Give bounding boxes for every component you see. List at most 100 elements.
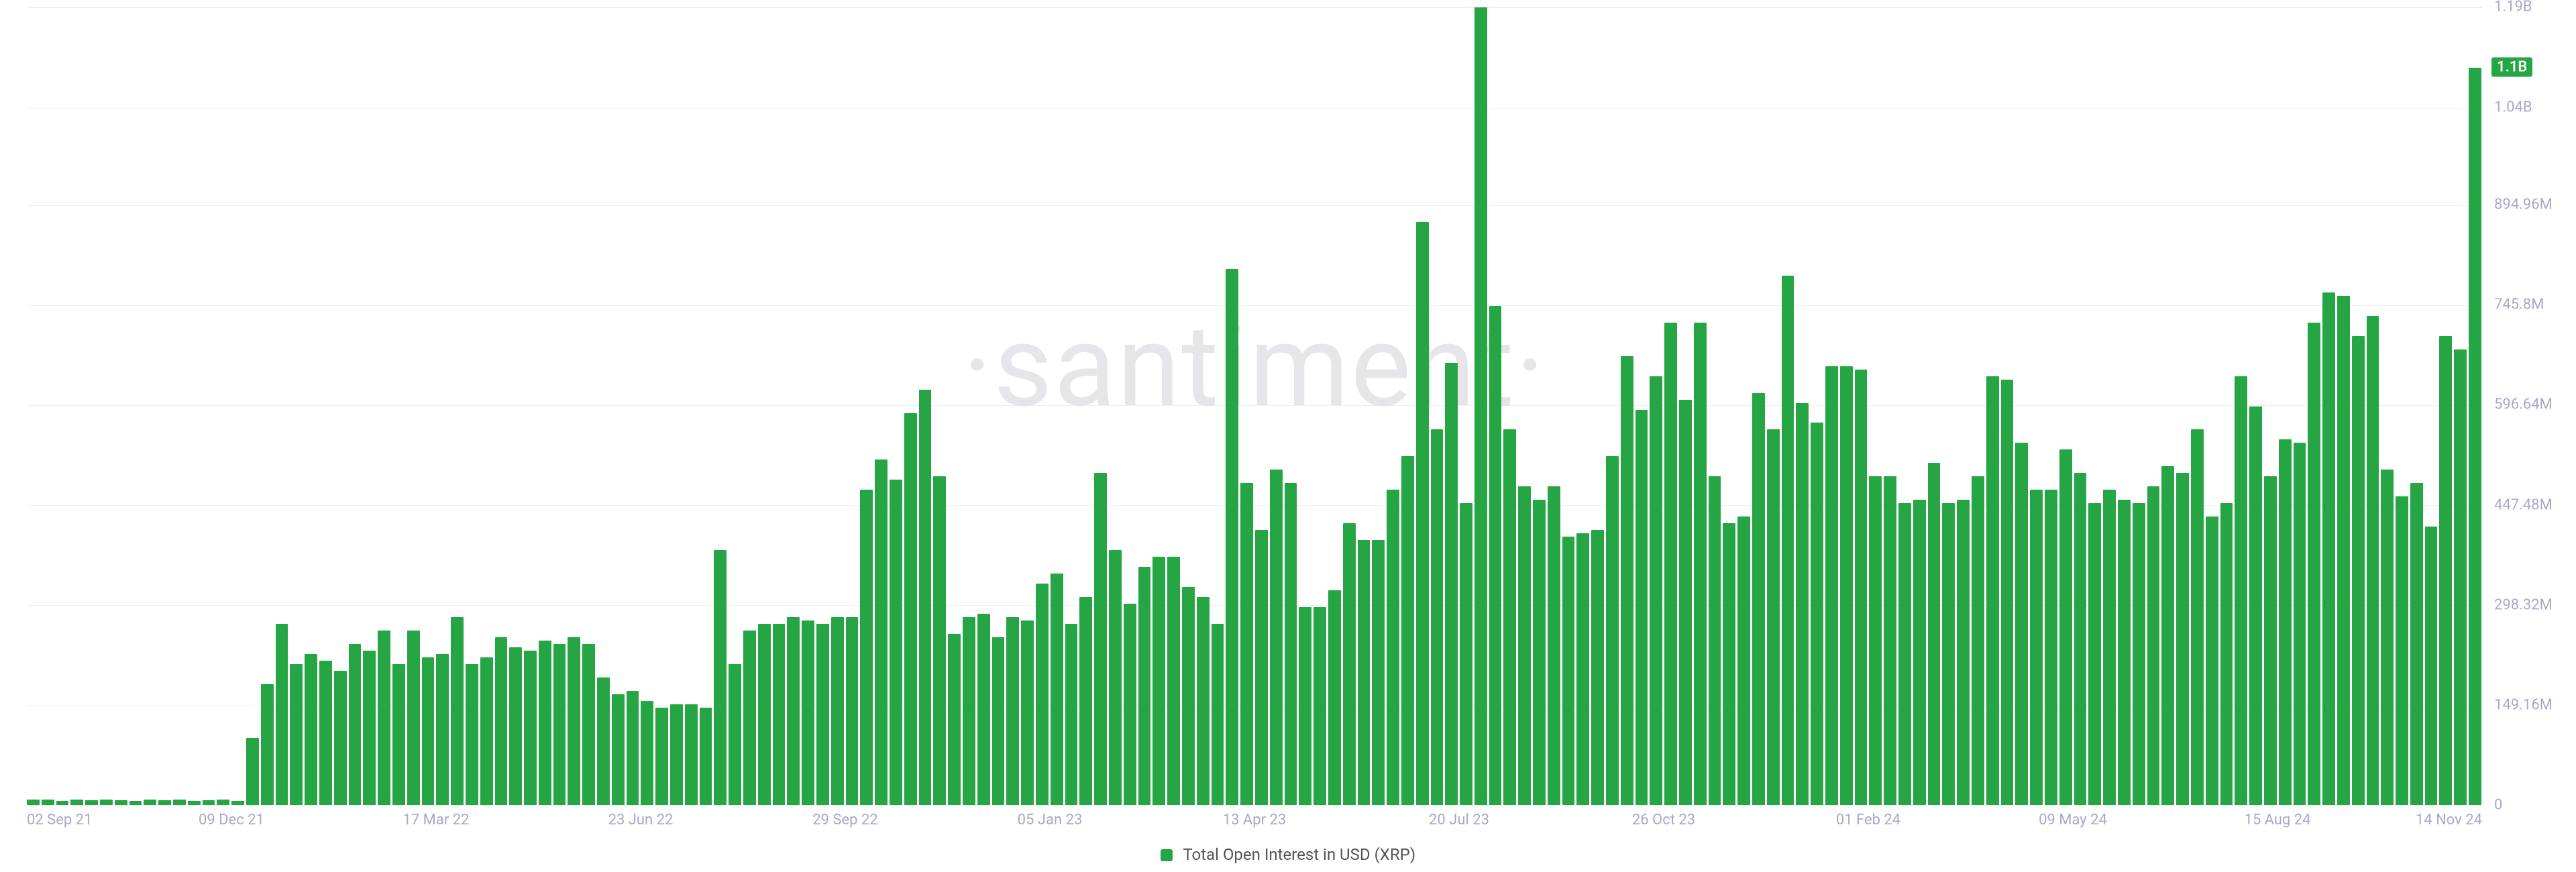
bar <box>1650 376 1662 805</box>
bar <box>1840 366 1853 805</box>
bar <box>1109 550 1122 805</box>
bar <box>685 704 698 805</box>
y-tick-label: 745.8M <box>2494 296 2544 313</box>
bar <box>231 801 244 805</box>
bar <box>2337 296 2350 805</box>
bar <box>1986 376 1999 805</box>
bar <box>319 661 332 805</box>
bar <box>144 800 156 805</box>
bar <box>407 631 420 805</box>
bar <box>1416 222 1429 805</box>
y-tick-label: 447.48M <box>2494 496 2553 513</box>
bar <box>1460 503 1472 805</box>
bar <box>1021 620 1034 805</box>
bar <box>188 801 201 805</box>
bar <box>773 624 786 805</box>
open-interest-chart: ·santiment· 0149.16M298.32M447.48M596.64… <box>0 0 2576 872</box>
bar <box>816 624 829 805</box>
bar <box>787 617 800 805</box>
bar <box>524 651 537 805</box>
bar <box>1898 503 1911 805</box>
bar <box>1737 516 1750 805</box>
bar <box>392 664 405 805</box>
bar <box>378 631 390 805</box>
bar <box>173 800 186 805</box>
bar <box>890 480 902 805</box>
bar <box>2381 470 2394 805</box>
bar <box>115 800 127 805</box>
bar <box>1679 400 1692 805</box>
bar <box>904 413 917 806</box>
bar <box>1328 590 1341 805</box>
bar <box>2103 490 2116 805</box>
x-tick-label: 09 May 24 <box>2039 812 2107 828</box>
bar <box>831 617 844 805</box>
bar <box>246 738 259 805</box>
bar <box>714 550 727 805</box>
bar <box>670 704 683 805</box>
bar <box>2001 380 2014 805</box>
bar <box>56 801 69 805</box>
bar <box>2469 68 2481 805</box>
bar <box>1445 363 1458 805</box>
bar <box>27 800 40 805</box>
bar <box>70 800 83 805</box>
bar <box>1972 476 1984 805</box>
bar <box>1869 476 1882 805</box>
bar <box>1694 323 1707 805</box>
bar <box>1635 410 1648 806</box>
bar <box>1240 483 1253 805</box>
x-tick-label: 13 Apr 23 <box>1223 812 1287 828</box>
bar <box>919 390 932 805</box>
bar <box>2454 349 2467 805</box>
y-tick-label: 596.64M <box>2494 396 2553 413</box>
bar <box>1957 500 1970 805</box>
bar <box>1270 470 1283 805</box>
bar <box>1562 537 1575 805</box>
bar <box>729 664 741 805</box>
bar <box>1811 423 1823 805</box>
bar <box>2220 503 2233 805</box>
bar <box>466 664 478 805</box>
bar <box>276 624 288 805</box>
bar <box>349 644 362 805</box>
plot-area: ·santiment· <box>27 7 2482 805</box>
bar <box>1036 584 1049 805</box>
bar <box>2308 323 2320 805</box>
bar <box>1518 486 1531 805</box>
bar <box>261 684 274 805</box>
bar <box>1401 456 1414 805</box>
bar <box>1197 597 1210 805</box>
bar <box>1855 370 1868 805</box>
bar <box>334 671 347 805</box>
bar <box>2059 449 2072 805</box>
bar <box>1138 567 1151 805</box>
bar <box>1343 523 1356 805</box>
bar <box>495 637 508 805</box>
bar <box>875 459 888 805</box>
bar <box>305 654 317 805</box>
bar <box>42 800 54 805</box>
bar <box>2322 292 2335 805</box>
bar <box>1431 429 1444 805</box>
bar <box>977 614 990 805</box>
bar <box>1503 429 1516 805</box>
bar <box>2279 439 2292 805</box>
x-tick-label: 15 Aug 24 <box>2244 812 2310 828</box>
x-tick-label: 02 Sep 21 <box>27 812 92 828</box>
bar <box>1124 604 1136 805</box>
bar <box>948 634 961 805</box>
bar <box>2264 476 2277 805</box>
x-tick-label: 14 Nov 24 <box>2416 812 2482 828</box>
current-value-badge: 1.1B <box>2491 58 2532 77</box>
bar <box>641 701 653 805</box>
bar <box>860 490 873 805</box>
bar <box>217 800 229 805</box>
bar <box>1285 483 1297 805</box>
bar <box>2161 466 2174 805</box>
bar <box>1489 306 1502 805</box>
bar <box>1051 574 1063 805</box>
x-tick-label: 26 Oct 23 <box>1632 812 1695 828</box>
bar <box>2439 336 2452 805</box>
bar <box>2206 516 2218 805</box>
